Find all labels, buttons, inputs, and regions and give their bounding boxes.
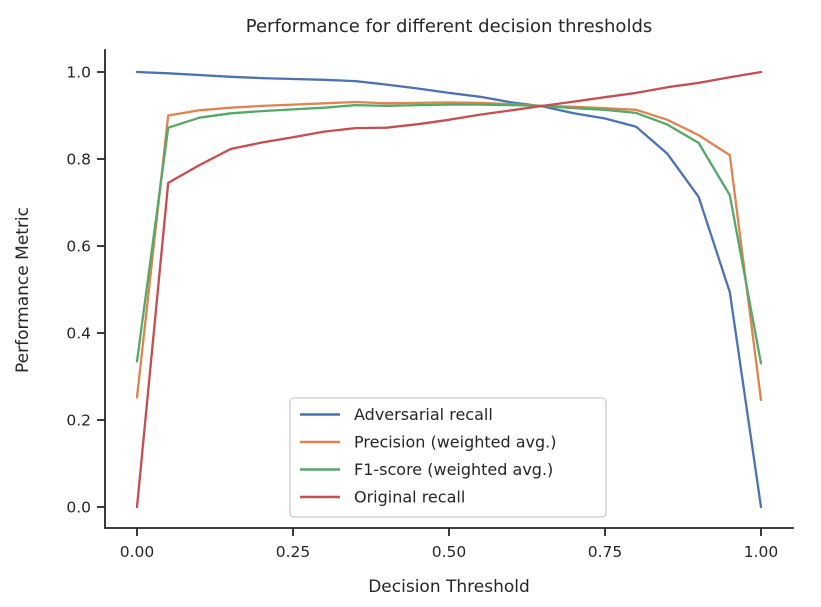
x-tick-label: 1.00 bbox=[744, 543, 779, 561]
legend-entry-label: F1-score (weighted avg.) bbox=[354, 460, 553, 479]
y-axis-label: Performance Metric bbox=[13, 207, 33, 373]
series-lines bbox=[135, 70, 763, 509]
y-tick-label: 0.0 bbox=[66, 499, 91, 517]
series-line-precision-weighted-avg bbox=[135, 100, 763, 402]
series-line-original-recall bbox=[135, 70, 763, 509]
y-tick-label: 1.0 bbox=[66, 64, 91, 82]
axis-ticks: 0.00 0.25 0.50 0.75 1.00 0.0 0.2 0.4 0.6 0.8 1.0 bbox=[66, 64, 778, 562]
y-tick-label: 0.2 bbox=[66, 412, 91, 430]
x-tick-label: 0.75 bbox=[588, 543, 623, 561]
y-tick-label: 0.8 bbox=[66, 151, 91, 169]
legend: Adversarial recall Precision (weighted av… bbox=[289, 397, 607, 518]
axes-spines bbox=[104, 49, 794, 529]
y-tick-label: 0.6 bbox=[66, 238, 91, 256]
x-tick-label: 0.25 bbox=[276, 543, 311, 561]
x-axis-label: Decision Threshold bbox=[368, 577, 530, 597]
x-tick-label: 0.00 bbox=[120, 543, 155, 561]
legend-entry-label: Original recall bbox=[354, 488, 465, 507]
series-line-adversarial-recall bbox=[135, 70, 763, 509]
y-tick-label: 0.4 bbox=[66, 325, 91, 343]
x-tick-label: 0.50 bbox=[432, 543, 467, 561]
legend-box bbox=[289, 397, 607, 518]
legend-entry-label: Precision (weighted avg.) bbox=[354, 433, 557, 452]
legend-entry-label: Adversarial recall bbox=[354, 405, 493, 424]
series-line-f1-score-weighted-avg bbox=[135, 103, 763, 365]
chart-title: Performance for different decision thres… bbox=[246, 16, 653, 37]
